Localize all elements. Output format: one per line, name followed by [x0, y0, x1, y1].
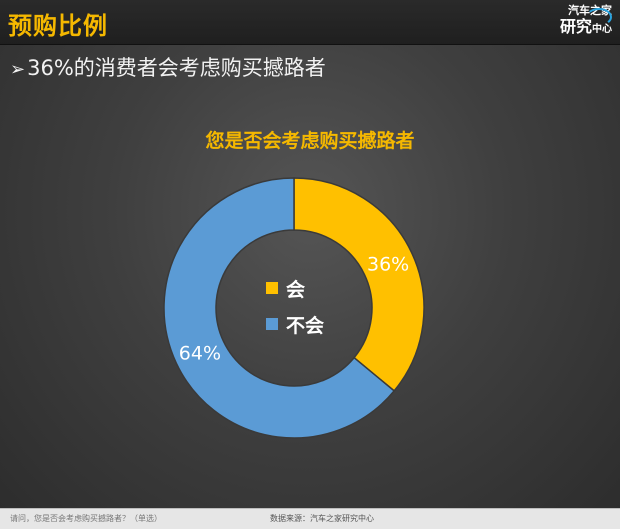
page-title: 预购比例 [8, 12, 108, 40]
data-label-yes: 36% [367, 254, 409, 276]
logo: 汽车之家 研究中心 [534, 2, 612, 42]
legend-item-no: 不会 [266, 314, 324, 337]
logo-line2-sub: 中心 [592, 24, 612, 35]
logo-line2: 研究中心 [534, 17, 612, 40]
chart-legend: 会 不会 [266, 278, 324, 350]
data-label-no: 64% [179, 342, 221, 364]
survey-question: 请问，您是否会考虑购买撼路者？（单选） [10, 514, 162, 523]
legend-swatch-yes [266, 282, 278, 294]
top-bar: 预购比例 汽车之家 研究中心 [0, 0, 620, 45]
chart-title: 您是否会考虑购买撼路者 [205, 130, 415, 152]
donut-slice-yes [293, 177, 425, 392]
footer-bar: 请问，您是否会考虑购买撼路者？（单选） 数据来源：汽车之家研究中心 [0, 508, 620, 529]
legend-label-no: 不会 [286, 314, 325, 337]
donut-slice-no [163, 177, 396, 439]
headline-text: 36%的消费者会考虑购买撼路者 [27, 56, 326, 80]
legend-label-yes: 会 [286, 278, 306, 301]
logo-swoosh-icon [586, 8, 612, 26]
logo-line2-main: 研究 [559, 17, 592, 36]
bullet-arrow-icon: ➢ [10, 59, 26, 80]
data-source: 数据来源：汽车之家研究中心 [270, 514, 374, 523]
headline: ➢36%的消费者会考虑购买撼路者 [10, 52, 326, 82]
legend-swatch-no [266, 318, 278, 330]
legend-item-yes: 会 [266, 278, 324, 301]
